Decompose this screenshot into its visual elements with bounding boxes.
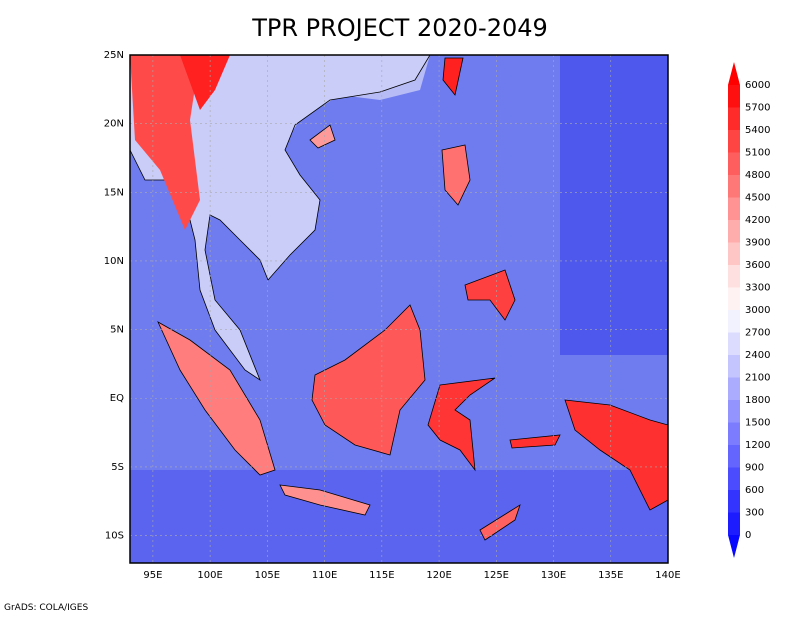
colorbar-arrow-bottom (728, 535, 740, 558)
colorbar-swatch (728, 85, 740, 108)
lat-label: 5S (111, 462, 124, 473)
colorbar-label: 2100 (745, 373, 770, 384)
colorbar-label: 4500 (745, 193, 770, 204)
lat-label: 20N (104, 119, 124, 130)
colorbar-swatch (728, 422, 740, 445)
colorbar-label: 5400 (745, 125, 770, 136)
colorbar-swatch (728, 242, 740, 265)
colorbar-swatch (728, 467, 740, 490)
map-frame (129, 54, 669, 564)
colorbar-swatch (728, 287, 740, 310)
lon-label: 115E (369, 570, 394, 581)
colorbar-label: 5100 (745, 148, 770, 159)
colorbar-swatch (728, 107, 740, 130)
colorbar-swatch (728, 220, 740, 243)
colorbar-swatch (728, 445, 740, 468)
colorbar-swatch (728, 130, 740, 153)
colorbar-label: 3000 (745, 305, 770, 316)
lon-label: 105E (255, 570, 280, 581)
colorbar-label: 600 (745, 485, 764, 496)
colorbar-swatch (728, 332, 740, 355)
lat-label: 5N (110, 325, 124, 336)
colorbar-swatch (728, 310, 740, 333)
colorbar-arrow-top (728, 62, 740, 85)
colorbar: 6000570054005100480045004200390036003300… (728, 62, 770, 558)
colorbar-swatch (728, 377, 740, 400)
colorbar-label: 3900 (745, 238, 770, 249)
colorbar-label: 3600 (745, 260, 770, 271)
colorbar-label: 4800 (745, 170, 770, 181)
lon-label: 120E (426, 570, 451, 581)
colorbar-label: 900 (745, 463, 764, 474)
colorbar-swatch (728, 355, 740, 378)
colorbar-swatch (728, 265, 740, 288)
colorbar-swatch (728, 175, 740, 198)
lon-label: 100E (197, 570, 222, 581)
colorbar-label: 0 (745, 530, 751, 541)
lon-label: 110E (312, 570, 337, 581)
colorbar-label: 2700 (745, 328, 770, 339)
lon-label: 125E (484, 570, 509, 581)
colorbar-label: 2400 (745, 350, 770, 361)
colorbar-swatch (728, 512, 740, 535)
colorbar-swatch (728, 197, 740, 220)
footer: GrADS: COLA/IGES (4, 603, 88, 613)
lat-label: 25N (104, 50, 124, 61)
precip-field (130, 55, 668, 563)
lon-label: 135E (598, 570, 623, 581)
colorbar-label: 5700 (745, 103, 770, 114)
colorbar-label: 1800 (745, 395, 770, 406)
lat-label: EQ (110, 393, 124, 404)
colorbar-swatch (728, 490, 740, 513)
title: TPR PROJECT 2020-2049 (251, 14, 548, 42)
lon-label: 130E (541, 570, 566, 581)
colorbar-swatch (728, 152, 740, 175)
colorbar-label: 1200 (745, 440, 770, 451)
colorbar-label: 4200 (745, 215, 770, 226)
colorbar-swatch (728, 400, 740, 423)
lat-label: 10S (105, 531, 124, 542)
lat-label: 10N (104, 256, 124, 267)
colorbar-label: 1500 (745, 418, 770, 429)
lon-label: 140E (655, 570, 680, 581)
colorbar-label: 300 (745, 508, 764, 519)
lat-label: 15N (104, 187, 124, 198)
colorbar-label: 3300 (745, 283, 770, 294)
lon-label: 95E (143, 570, 162, 581)
colorbar-label: 6000 (745, 80, 770, 91)
